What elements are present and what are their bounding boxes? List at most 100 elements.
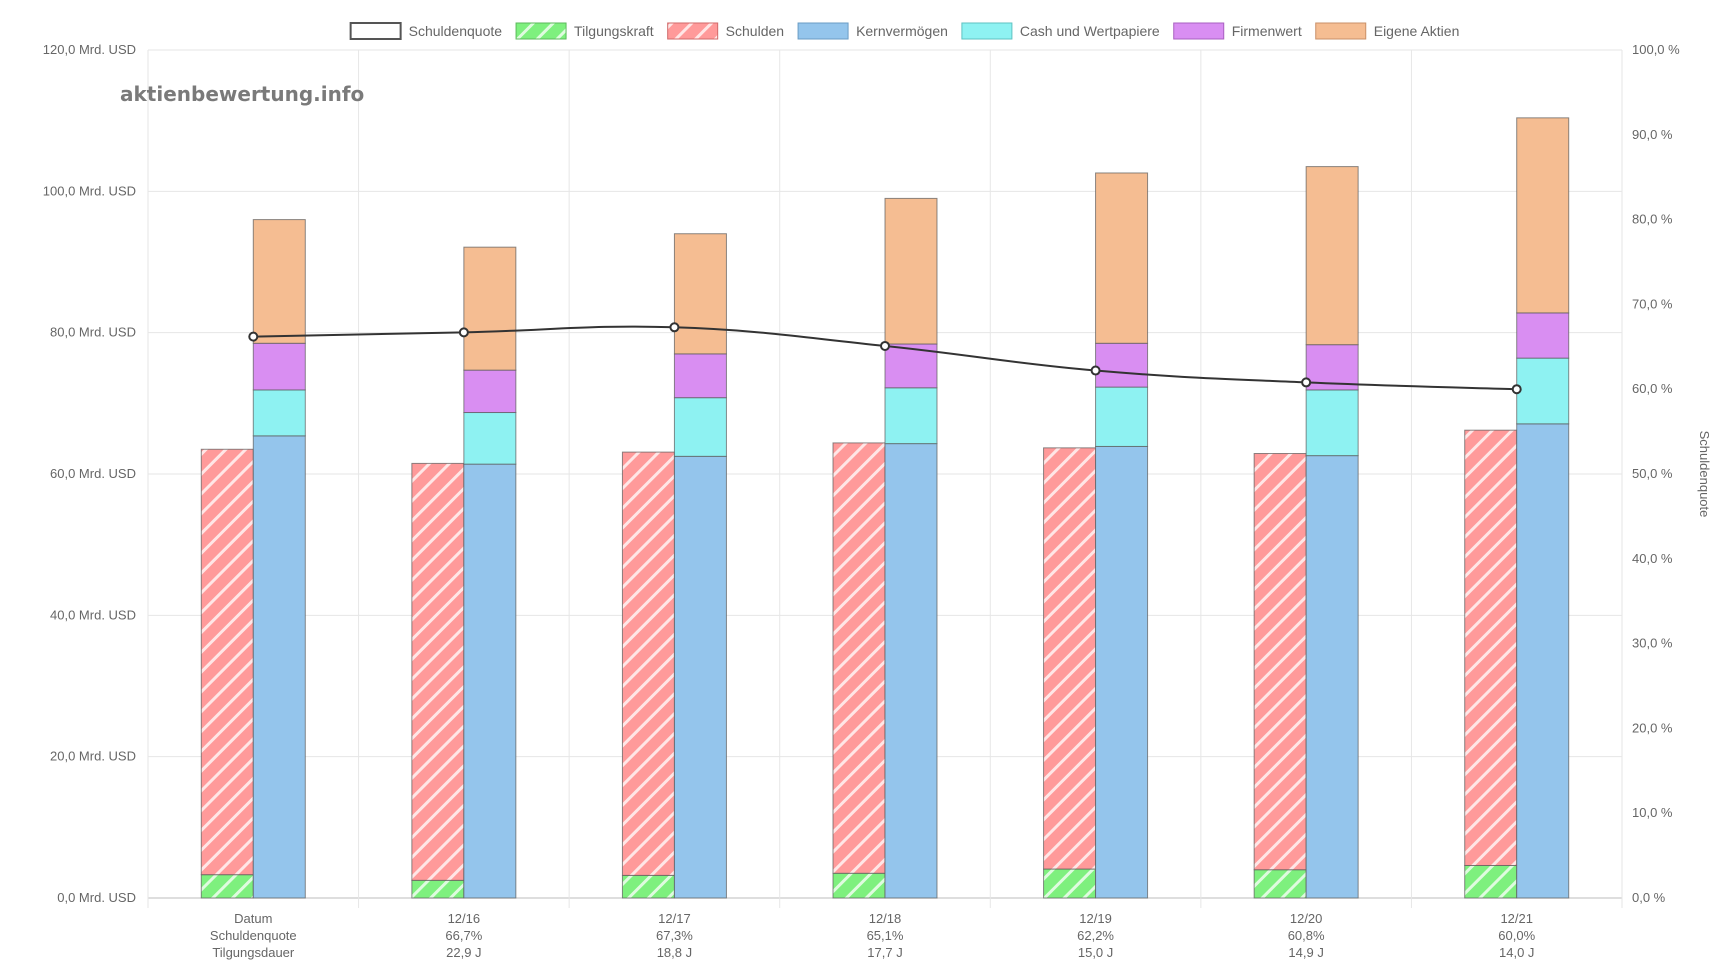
bar-schulden-5	[1253, 453, 1307, 871]
x-tick-label: 12/17	[658, 911, 691, 926]
bar-firmenwert-0	[252, 342, 306, 391]
legend-swatch-2	[667, 22, 719, 40]
schuldenquote-point-1	[458, 327, 469, 338]
bar-kernvermögen-4	[1095, 445, 1149, 899]
bar-cash-und-wertpapiere-0	[252, 389, 306, 437]
bar-cash-und-wertpapiere-1	[463, 412, 517, 465]
y-left-tick-label: 100,0 Mrd. USD	[43, 183, 136, 198]
bar-cash-und-wertpapiere-5	[1305, 389, 1359, 457]
axes: 0,0 Mrd. USD 20,0 Mrd. USD 40,0 Mrd. USD 60…	[43, 42, 1712, 960]
schuldenquote-point-4	[1090, 365, 1101, 376]
y-right-tick-label: 0,0 %	[1632, 890, 1666, 905]
x-tick-label: Datum	[234, 911, 272, 926]
x-tick-label: 12/19	[1079, 911, 1112, 926]
x-tick-sublabel: 18,8 J	[657, 945, 692, 960]
bar-tilgungskraft-5	[1253, 869, 1307, 899]
bars	[200, 117, 1570, 899]
bar-schulden-2	[621, 451, 675, 876]
bar-firmenwert-3	[884, 343, 938, 389]
x-tick-sublabel: 67,3%	[656, 928, 693, 943]
bar-schulden-6	[1464, 429, 1518, 866]
x-tick-label: 12/20	[1290, 911, 1323, 926]
bar-kernvermögen-2	[673, 455, 727, 899]
bar-schulden-0	[200, 448, 254, 876]
bar-tilgungskraft-2	[621, 874, 675, 899]
schuldenquote-point-0	[248, 331, 259, 342]
bar-tilgungskraft-3	[832, 872, 886, 899]
bar-kernvermögen-5	[1305, 455, 1359, 899]
y-right-tick-label: 100,0 %	[1632, 42, 1680, 57]
y-right-tick-label: 60,0 %	[1632, 381, 1673, 396]
schuldenquote-point-6	[1511, 384, 1522, 395]
schuldenquote-point-3	[880, 340, 890, 351]
legend-swatch-3	[797, 22, 849, 40]
x-tick-sublabel: Schuldenquote	[210, 928, 297, 943]
bar-eigene-aktien-5	[1305, 166, 1359, 346]
legend-label-2[interactable]: Schulden	[726, 23, 784, 39]
bar-tilgungskraft-4	[1043, 868, 1097, 899]
legend-label-6[interactable]: Eigene Aktien	[1374, 23, 1460, 39]
x-tick-sublabel: 60,0%	[1498, 928, 1535, 943]
y-left-tick-label: 120,0 Mrd. USD	[43, 42, 136, 57]
legend-swatch-4	[961, 22, 1013, 40]
bar-eigene-aktien-2	[673, 233, 727, 355]
x-tick-sublabel: 62,2%	[1077, 928, 1114, 943]
y-right-tick-label: 90,0 %	[1632, 127, 1673, 142]
x-tick-label: 12/16	[448, 911, 481, 926]
bar-kernvermögen-0	[252, 435, 306, 899]
legend-label-4[interactable]: Cash und Wertpapiere	[1020, 23, 1160, 39]
x-tick-sublabel: 14,9 J	[1288, 945, 1323, 960]
legend-label-5[interactable]: Firmenwert	[1232, 23, 1302, 39]
bar-kernvermögen-3	[884, 443, 938, 899]
schuldenquote-point-2	[669, 322, 680, 333]
x-tick-sublabel: 60,8%	[1288, 928, 1325, 943]
x-tick-sublabel: 14,0 J	[1499, 945, 1534, 960]
bar-firmenwert-1	[463, 369, 517, 414]
bar-cash-und-wertpapiere-2	[673, 397, 727, 457]
bar-kernvermögen-1	[463, 463, 517, 899]
bar-schulden-1	[411, 462, 465, 881]
watermark-text: aktienbewertung.info	[120, 82, 364, 106]
legend-swatch-0	[349, 22, 402, 40]
y-right-tick-label: 70,0 %	[1632, 296, 1673, 311]
y-left-tick-label: 20,0 Mrd. USD	[50, 749, 136, 764]
legend: Schuldenquote Tilgungskraft Schulden Kernve…	[349, 22, 1460, 40]
bar-cash-und-wertpapiere-4	[1095, 386, 1149, 447]
bar-eigene-aktien-3	[884, 197, 938, 345]
bar-schulden-4	[1043, 447, 1097, 870]
bar-cash-und-wertpapiere-3	[884, 387, 938, 445]
legend-swatch-5	[1173, 22, 1225, 40]
y-left-tick-label: 80,0 Mrd. USD	[50, 325, 136, 340]
y-left-tick-label: 0,0 Mrd. USD	[57, 890, 136, 905]
y-right-tick-label: 50,0 %	[1632, 466, 1673, 481]
y-right-axis-title: Schuldenquote	[1697, 431, 1712, 518]
bar-eigene-aktien-6	[1516, 117, 1570, 314]
bar-eigene-aktien-0	[252, 219, 306, 344]
y-right-tick-label: 40,0 %	[1632, 551, 1673, 566]
bar-eigene-aktien-4	[1095, 172, 1149, 344]
x-tick-sublabel: 65,1%	[867, 928, 904, 943]
bar-schulden-3	[832, 442, 886, 874]
bar-firmenwert-6	[1516, 312, 1570, 359]
bar-tilgungskraft-0	[200, 874, 254, 899]
x-tick-label: 12/18	[869, 911, 902, 926]
schuldenquote-point-5	[1301, 377, 1312, 388]
legend-label-0[interactable]: Schuldenquote	[409, 23, 503, 39]
bar-tilgungskraft-6	[1464, 864, 1518, 899]
bar-firmenwert-2	[673, 353, 727, 399]
y-left-tick-label: 60,0 Mrd. USD	[50, 466, 136, 481]
x-tick-sublabel: Tilgungsdauer	[212, 945, 295, 960]
y-right-tick-label: 10,0 %	[1632, 805, 1673, 820]
legend-label-1[interactable]: Tilgungskraft	[574, 23, 654, 39]
x-tick-sublabel: 66,7%	[445, 928, 482, 943]
bar-kernvermögen-6	[1516, 423, 1570, 899]
x-tick-sublabel: 17,7 J	[867, 945, 902, 960]
bar-cash-und-wertpapiere-6	[1516, 357, 1570, 425]
bar-tilgungskraft-1	[411, 879, 465, 899]
x-tick-label: 12/21	[1500, 911, 1533, 926]
legend-label-3[interactable]: Kernvermögen	[856, 23, 948, 39]
y-right-tick-label: 80,0 %	[1632, 212, 1673, 227]
y-left-tick-label: 40,0 Mrd. USD	[50, 607, 136, 622]
bar-eigene-aktien-1	[463, 246, 517, 371]
y-right-tick-label: 30,0 %	[1632, 636, 1673, 651]
